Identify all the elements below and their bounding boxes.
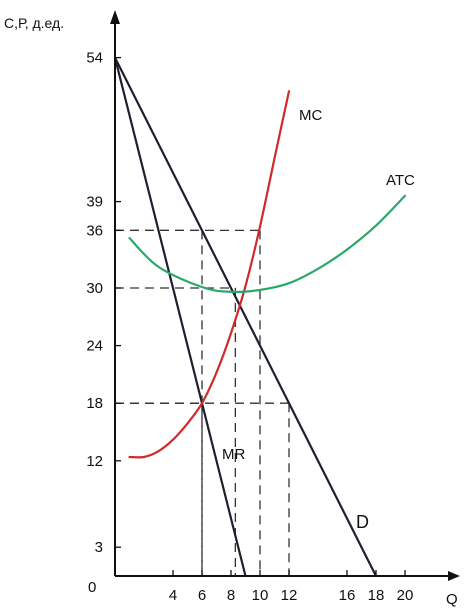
y-tick-label: 12 bbox=[86, 453, 103, 470]
x-tick-label: 16 bbox=[339, 587, 356, 604]
x-tick-label: 12 bbox=[281, 587, 298, 604]
y-tick-label: 36 bbox=[86, 222, 103, 239]
labels-layer: С,Р, д.ед. Q 0 MC ATC MR D bbox=[4, 15, 458, 608]
series-layer bbox=[113, 56, 407, 578]
x-tick-label: 20 bbox=[397, 587, 414, 604]
series-label-atc: ATC bbox=[386, 172, 415, 189]
axes bbox=[110, 10, 460, 581]
series-line-d bbox=[113, 56, 378, 578]
series-label-d: D bbox=[356, 512, 369, 532]
series-label-mr: MR bbox=[222, 446, 245, 463]
x-tick-label: 8 bbox=[227, 587, 235, 604]
x-axis-label: Q bbox=[446, 591, 458, 608]
y-tick-label: 24 bbox=[86, 338, 103, 355]
y-tick-label: 18 bbox=[86, 395, 103, 412]
series-label-mc: MC bbox=[299, 107, 322, 124]
y-axis-arrow bbox=[110, 10, 120, 24]
series-line-mr bbox=[113, 56, 247, 578]
series-line-mc bbox=[128, 90, 291, 459]
origin-label: 0 bbox=[88, 579, 96, 596]
x-tick-label: 18 bbox=[368, 587, 385, 604]
ticks-layer: 4 6 8 10 12 16 18 20 3 12 18 24 30 36 39 54 bbox=[86, 50, 413, 604]
y-tick-label: 3 bbox=[95, 539, 103, 556]
y-tick-label: 39 bbox=[86, 194, 103, 211]
series-line-atc bbox=[128, 194, 407, 294]
y-tick-label: 30 bbox=[86, 280, 103, 297]
x-tick-label: 4 bbox=[169, 587, 177, 604]
y-tick-label: 54 bbox=[86, 50, 103, 67]
y-axis-label: С,Р, д.ед. bbox=[4, 15, 64, 31]
x-tick-label: 6 bbox=[198, 587, 206, 604]
x-tick-label: 10 bbox=[252, 587, 269, 604]
x-axis-arrow bbox=[448, 571, 460, 581]
